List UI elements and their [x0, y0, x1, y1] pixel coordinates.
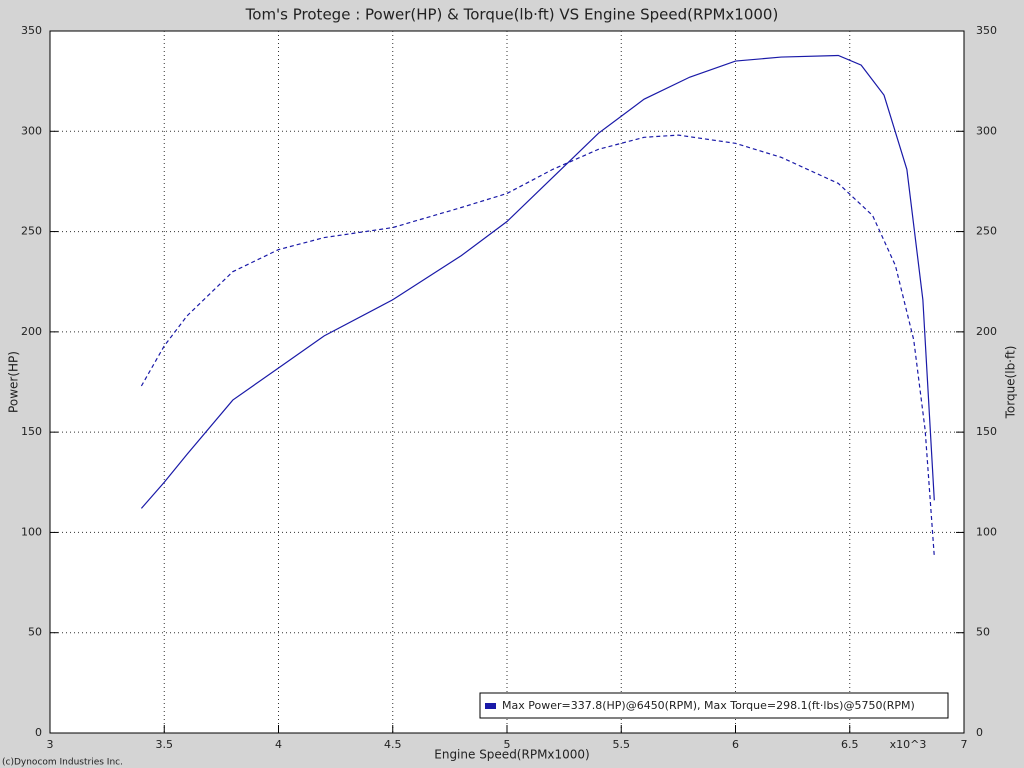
- series-line: [140, 134, 935, 557]
- chart-title: Tom's Protege : Power(HP) & Torque(lb·ft…: [245, 6, 779, 24]
- x-multiplier: x10^3: [890, 738, 927, 751]
- legend-box: [479, 692, 949, 719]
- y-tick-label: 50: [28, 626, 42, 639]
- copyright: (c)Dynocom Industries Inc.: [2, 758, 123, 768]
- y2-tick-label: 0: [976, 726, 983, 739]
- y2-tick-label: 200: [976, 325, 997, 338]
- y-axis-label: Power(HP): [7, 351, 21, 413]
- x-tick-label: 5.5: [613, 738, 631, 751]
- y-tick-label: 0: [35, 726, 42, 739]
- x-tick-label: 7: [961, 738, 968, 751]
- y2-tick-label: 100: [976, 525, 997, 538]
- y-tick-label: 150: [21, 425, 42, 438]
- y-tick-label: 250: [21, 225, 42, 238]
- legend-swatch: [485, 703, 496, 709]
- y2-axis-label: Torque(lb·ft): [1004, 346, 1018, 420]
- legend-text: Max Power=337.8(HP)@6450(RPM), Max Torqu…: [502, 699, 915, 712]
- y-tick-label: 200: [21, 325, 42, 338]
- y-tick-label: 100: [21, 525, 42, 538]
- y2-tick-label: 300: [976, 124, 997, 137]
- y2-tick-label: 50: [976, 626, 990, 639]
- y2-tick-label: 350: [976, 24, 997, 37]
- x-tick-label: 6: [732, 738, 739, 751]
- y2-tick-label: 250: [976, 225, 997, 238]
- y2-tick-label: 150: [976, 425, 997, 438]
- x-tick-label: 4.5: [384, 738, 402, 751]
- x-tick-label: 4: [275, 738, 282, 751]
- y-tick-label: 350: [21, 24, 42, 37]
- x-tick-label: 3.5: [156, 738, 174, 751]
- x-tick-label: 6.5: [841, 738, 859, 751]
- legend: Max Power=337.8(HP)@6450(RPM), Max Torqu…: [479, 692, 949, 719]
- x-tick-label: 3: [47, 738, 54, 751]
- x-axis-label: Engine Speed(RPMx1000): [434, 748, 590, 762]
- x-tick-label: 5: [504, 738, 511, 751]
- y-tick-label: 300: [21, 124, 42, 137]
- series-line: [140, 54, 935, 509]
